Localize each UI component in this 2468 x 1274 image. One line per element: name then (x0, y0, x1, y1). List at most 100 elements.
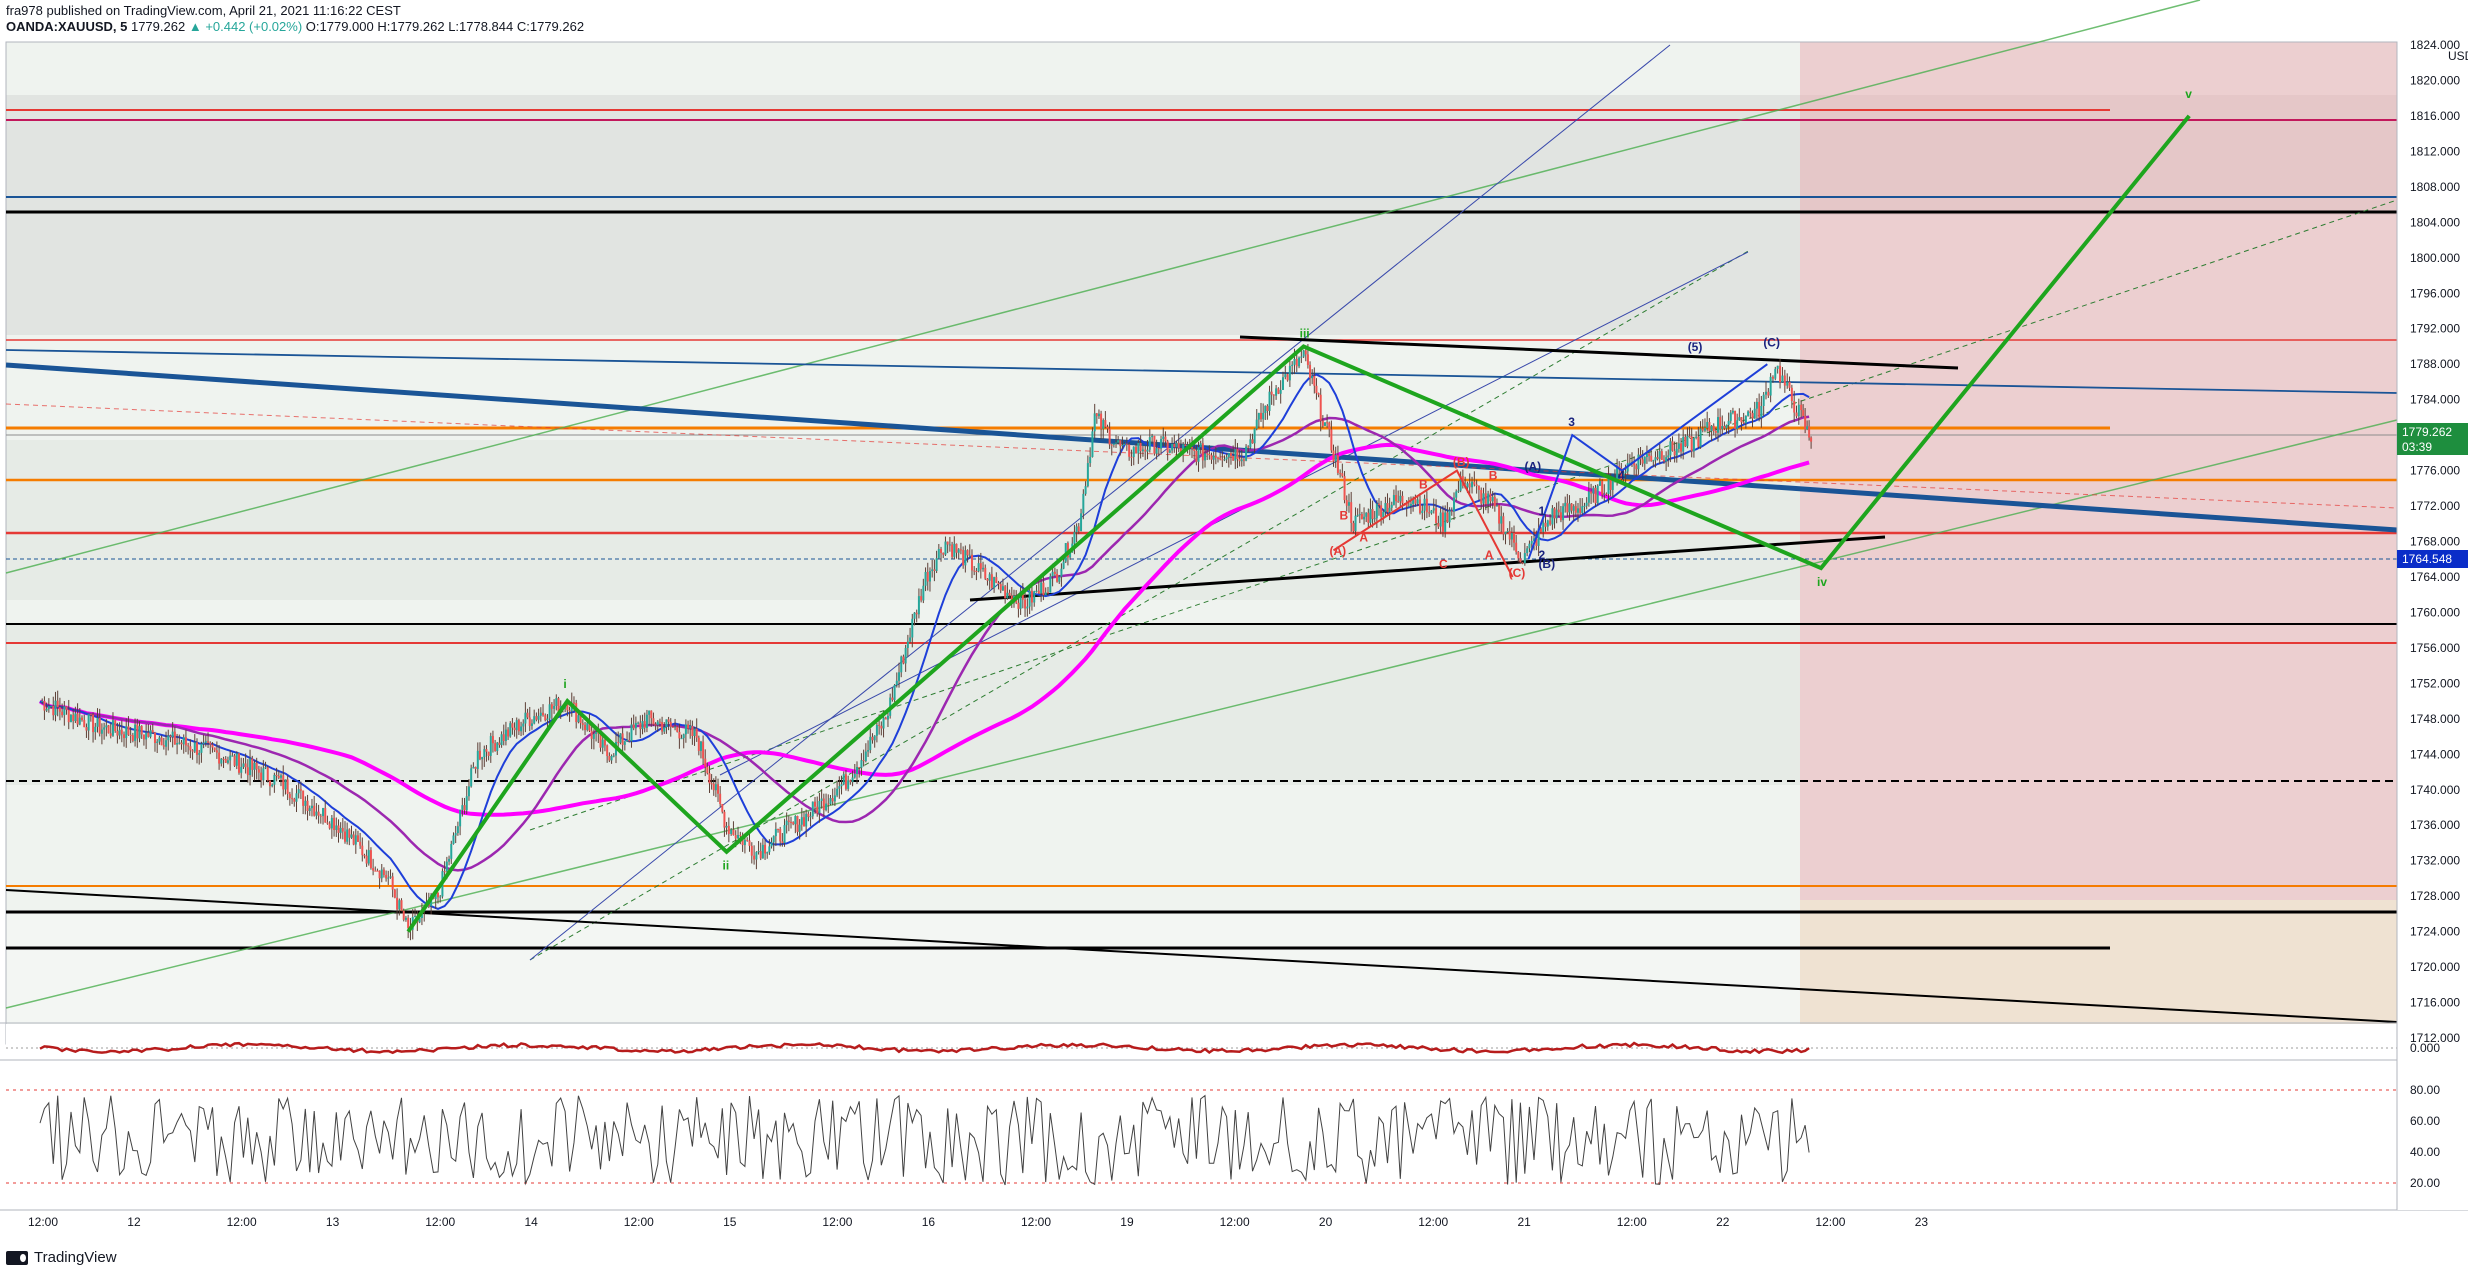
candle-body (1295, 358, 1298, 367)
candle-body (759, 851, 762, 859)
candle-body (1592, 487, 1595, 494)
candle-body (1437, 523, 1440, 527)
candle-body (1605, 493, 1608, 495)
countdown: 03:39 (2402, 440, 2432, 454)
candle-body (1336, 455, 1339, 473)
symbol-change: ▲ +0.442 (+0.02%) (188, 19, 303, 34)
candle-body (1091, 431, 1094, 457)
candle-body (158, 737, 161, 742)
candle-body (886, 715, 889, 720)
candle-body (1675, 448, 1678, 456)
candle-body (900, 656, 903, 673)
symbol-name[interactable]: OANDA:XAUUSD, 5 (6, 19, 128, 34)
candle-body (1603, 493, 1606, 495)
candle-body (1141, 449, 1144, 452)
candle-body (513, 727, 516, 731)
x-tick-labels: 12:00 12 12:00 13 12:00 14 12:00 15 12:00 16 12:00… (28, 1215, 1928, 1229)
candle-body (1767, 391, 1770, 396)
candle-body (156, 741, 159, 743)
candle-body (1802, 410, 1805, 416)
candle-body (109, 733, 112, 736)
candle-body (678, 731, 681, 739)
candle-body (1315, 385, 1318, 394)
candle-body (1616, 466, 1619, 481)
candle-body (768, 846, 771, 853)
candle-body (1551, 508, 1554, 525)
osc1-tick-label: 0.000 (2410, 1041, 2440, 1055)
candle-body (548, 704, 551, 719)
candle-body (414, 915, 417, 918)
candle-body (669, 721, 672, 727)
candle-body (1594, 487, 1597, 504)
candle-body (1491, 496, 1494, 502)
candle-body (1272, 394, 1275, 396)
candle-body (1800, 404, 1803, 411)
candle-body (951, 544, 954, 557)
candle-body (1654, 457, 1657, 461)
candle-body (328, 823, 331, 829)
x-tick-label: 12:00 (425, 1215, 455, 1229)
wave-overlay (406, 114, 2191, 933)
candle-body (577, 715, 580, 723)
candle-body (1598, 481, 1601, 486)
candle-body (714, 784, 717, 791)
candle-body (439, 896, 442, 898)
candle-body (454, 833, 457, 836)
candle-body (193, 742, 196, 752)
wave-label-red: (B) (1453, 455, 1470, 469)
candle-body (1788, 381, 1791, 388)
ma-mid-line (39, 415, 1810, 872)
x-tick-label: 19 (1120, 1215, 1134, 1229)
candle-body (637, 722, 640, 724)
candle-body (1624, 471, 1627, 473)
candle-body (1749, 411, 1752, 414)
tradingview-logo[interactable]: TradingView (6, 1249, 117, 1266)
candle-body (1423, 498, 1426, 511)
candle-body (374, 870, 377, 872)
candle-body (1236, 449, 1239, 460)
candle-body (231, 755, 234, 757)
candle-body (304, 800, 307, 806)
candle-body (1725, 425, 1728, 429)
candle-body (1585, 502, 1588, 506)
candle-body (743, 839, 746, 846)
candle-body (50, 705, 53, 707)
candle-body (43, 700, 46, 711)
candle-body (459, 809, 462, 827)
candle-body (1688, 435, 1691, 437)
candle-body (1690, 436, 1693, 452)
candle-body (1330, 429, 1333, 451)
candle-body (1053, 571, 1056, 574)
candle-body (1117, 440, 1120, 443)
candle-body (277, 776, 280, 778)
time-axis[interactable]: 12:00 12 12:00 13 12:00 14 12:00 15 12:00 16 12:00… (0, 1211, 2468, 1233)
candle-body (1275, 388, 1278, 396)
price-axis[interactable]: USD 1824.000 1820.000 1816.000 1812.000 1808… (2396, 38, 2468, 1210)
candle-body (81, 717, 84, 721)
candle-body (1677, 443, 1680, 449)
candle-body (1293, 358, 1296, 365)
candle-body (621, 733, 624, 745)
candle-body (595, 731, 598, 735)
candle-body (1286, 374, 1289, 381)
candle-body (1291, 364, 1294, 367)
candle-body (1223, 459, 1226, 461)
candle-body (308, 808, 311, 811)
candle-body (389, 876, 392, 878)
candle-body (1495, 505, 1498, 507)
candle-body (1304, 350, 1307, 355)
candle-body (100, 729, 103, 734)
candle-body (928, 571, 931, 582)
candle-body (1553, 508, 1556, 519)
candle-body (581, 723, 584, 725)
candle-body (363, 855, 366, 857)
candle-body (1432, 508, 1435, 511)
candle-body (926, 571, 929, 582)
candle-body (1119, 440, 1122, 447)
candle-body (1182, 444, 1185, 454)
candle-body (452, 835, 455, 844)
candle-body (1446, 512, 1449, 523)
candle-body (761, 844, 764, 859)
candle-body (995, 577, 998, 583)
